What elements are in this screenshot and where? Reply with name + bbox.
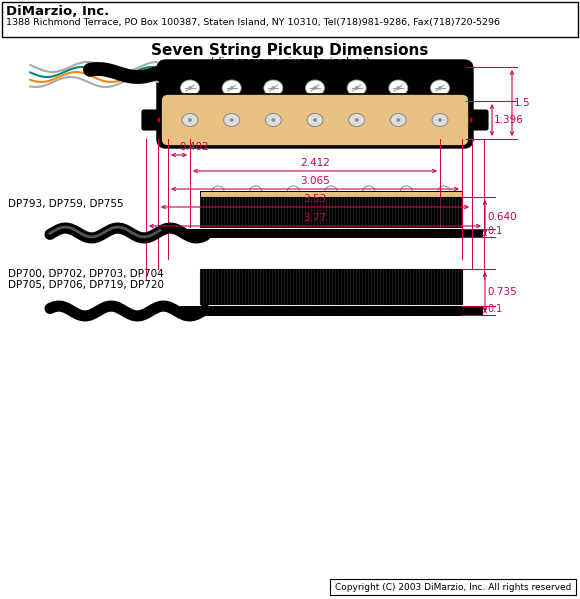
Text: (dimensions given in inches): (dimensions given in inches) [210, 57, 370, 67]
Text: DiMarzio, Inc.: DiMarzio, Inc. [6, 5, 109, 18]
Ellipse shape [438, 118, 442, 122]
Bar [200, 269, 462, 304]
Ellipse shape [271, 118, 275, 122]
Ellipse shape [390, 113, 407, 126]
Text: 1.5: 1.5 [514, 98, 531, 108]
Text: 2.412: 2.412 [300, 158, 330, 168]
Ellipse shape [306, 80, 324, 96]
Bar [330, 579, 576, 595]
Ellipse shape [264, 80, 283, 96]
Ellipse shape [347, 80, 366, 96]
Ellipse shape [354, 86, 358, 90]
Text: 0.1: 0.1 [487, 304, 502, 314]
Ellipse shape [389, 80, 408, 96]
Ellipse shape [222, 80, 241, 96]
Bar [180, 306, 482, 315]
Text: 0.735: 0.735 [487, 287, 517, 297]
Ellipse shape [432, 113, 448, 126]
Text: Seven String Pickup Dimensions: Seven String Pickup Dimensions [151, 43, 429, 58]
FancyBboxPatch shape [458, 110, 488, 130]
FancyBboxPatch shape [142, 110, 172, 130]
Text: 1388 Richmond Terrace, PO Box 100387, Staten Island, NY 10310, Tel(718)981-9286,: 1388 Richmond Terrace, PO Box 100387, St… [6, 18, 500, 27]
Text: 1.396: 1.396 [494, 115, 524, 125]
Bar [200, 197, 462, 227]
Ellipse shape [396, 86, 400, 90]
Ellipse shape [467, 117, 473, 123]
Text: 0.640: 0.640 [487, 212, 517, 222]
Bar [180, 229, 482, 237]
Ellipse shape [230, 118, 234, 122]
Text: DP700, DP702, DP703, DP704: DP700, DP702, DP703, DP704 [8, 269, 164, 279]
Ellipse shape [182, 113, 198, 126]
Text: 3.53: 3.53 [303, 194, 327, 204]
Text: 3.065: 3.065 [300, 176, 330, 186]
Bar [2, 2, 578, 37]
Ellipse shape [265, 113, 281, 126]
Ellipse shape [396, 118, 400, 122]
Text: 0.402: 0.402 [179, 142, 209, 152]
FancyBboxPatch shape [161, 94, 469, 146]
Ellipse shape [313, 86, 317, 90]
Text: DP793, DP759, DP755: DP793, DP759, DP755 [8, 199, 124, 209]
Ellipse shape [224, 113, 240, 126]
Ellipse shape [188, 86, 192, 90]
Ellipse shape [158, 117, 162, 123]
Ellipse shape [307, 113, 323, 126]
Ellipse shape [230, 86, 234, 90]
Text: 3.77: 3.77 [303, 213, 327, 223]
Ellipse shape [313, 118, 317, 122]
Ellipse shape [430, 80, 450, 96]
Text: 0.1: 0.1 [487, 226, 502, 236]
Ellipse shape [349, 113, 365, 126]
FancyBboxPatch shape [157, 60, 473, 148]
Text: DP705, DP706, DP719, DP720: DP705, DP706, DP719, DP720 [8, 280, 164, 290]
Ellipse shape [188, 118, 192, 122]
Text: Copyright (C) 2003 DiMarzio, Inc. All rights reserved: Copyright (C) 2003 DiMarzio, Inc. All ri… [335, 582, 571, 591]
Ellipse shape [271, 86, 275, 90]
Ellipse shape [180, 80, 200, 96]
Ellipse shape [354, 118, 358, 122]
Ellipse shape [438, 86, 442, 90]
Bar [200, 191, 462, 197]
